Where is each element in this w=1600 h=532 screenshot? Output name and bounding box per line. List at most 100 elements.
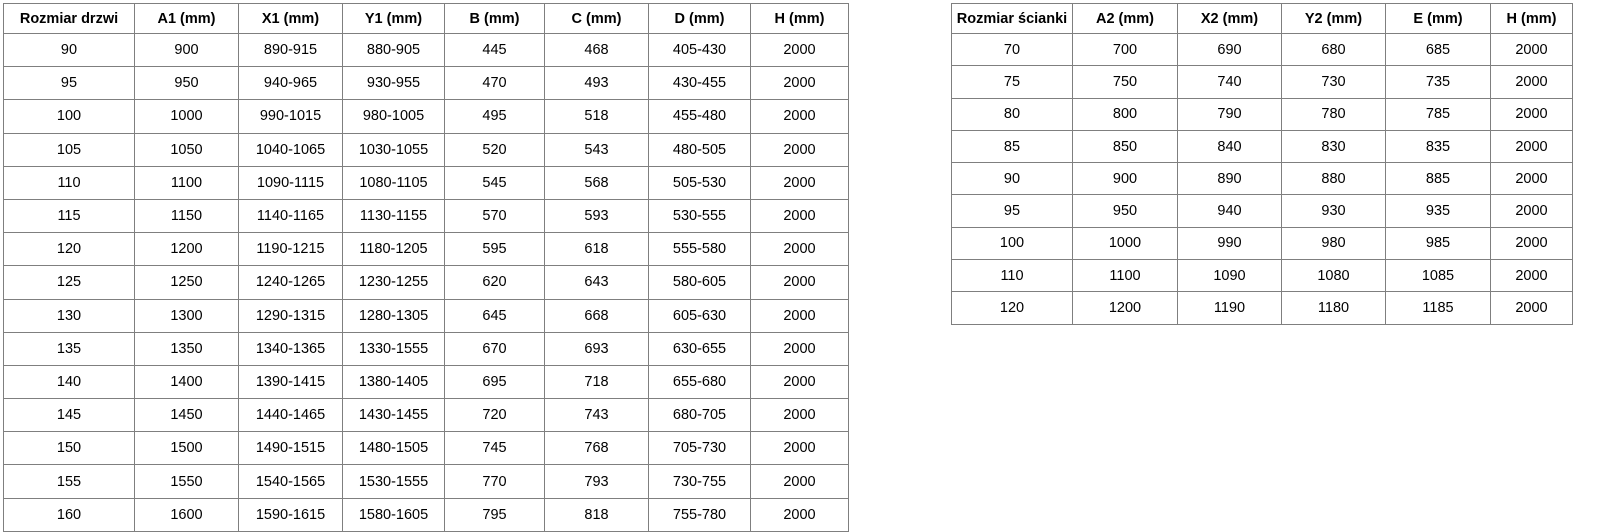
wall-table-cell: 1180 xyxy=(1281,291,1386,325)
door-table-cell: 568 xyxy=(544,165,649,200)
door-table-cell: 555-580 xyxy=(648,232,751,267)
wall-table-cell: 2000 xyxy=(1490,32,1573,67)
wall-table-column-header: E (mm) xyxy=(1385,3,1491,34)
door-table-cell: 1390-1415 xyxy=(238,364,343,400)
wall-table-cell: 2000 xyxy=(1490,162,1573,196)
door-table-cell: 693 xyxy=(544,331,649,366)
door-table-cell: 2000 xyxy=(750,431,849,466)
wall-table-row: 85 850 840 830 835 2000 xyxy=(951,129,1573,164)
wall-table-cell: 680 xyxy=(1281,32,1386,67)
door-table-row: 140 1400 1390-1415 1380-1405 695 718 655-680 20… xyxy=(3,364,849,400)
door-table-cell: 2000 xyxy=(750,331,849,366)
wall-table-cell: 2000 xyxy=(1490,291,1573,325)
door-table-cell: 430-455 xyxy=(648,66,751,101)
wall-table-cell: 835 xyxy=(1385,129,1491,164)
door-table-cell: 480-505 xyxy=(648,132,751,167)
door-table-cell: 795 xyxy=(444,497,545,532)
wall-table-cell: 850 xyxy=(1072,129,1178,164)
door-table-cell: 1480-1505 xyxy=(342,431,445,466)
wall-table-row: 95 950 940 930 935 2000 xyxy=(951,194,1573,228)
door-table-column-header: B (mm) xyxy=(444,3,545,34)
wall-table-cell: 885 xyxy=(1385,162,1491,196)
door-table-cell: 1500 xyxy=(134,431,239,466)
door-table-cell: 150 xyxy=(3,431,135,466)
door-table-cell: 2000 xyxy=(750,265,849,300)
door-size-table: Rozmiar drzwi A1 (mm) X1 (mm) Y1 (mm) B (mm)… xyxy=(3,3,849,532)
door-table-cell: 505-530 xyxy=(648,165,751,200)
door-table-row: 100 1000 990-1015 980-1005 495 518 455-480 2000 xyxy=(3,99,849,134)
door-table-cell: 495 xyxy=(444,99,545,134)
door-table-cell: 1350 xyxy=(134,331,239,366)
door-table-cell: 1380-1405 xyxy=(342,364,445,400)
door-table-cell: 2000 xyxy=(750,298,849,333)
door-table-cell: 445 xyxy=(444,32,545,68)
door-table-cell: 1180-1205 xyxy=(342,232,445,267)
wall-table-row: 90 900 890 880 885 2000 xyxy=(951,162,1573,196)
wall-table-cell: 790 xyxy=(1177,97,1282,131)
door-table-row: 150 1500 1490-1515 1480-1505 745 768 705-730 20… xyxy=(3,431,849,466)
door-table-cell: 1200 xyxy=(134,232,239,267)
wall-table-row: 110 1100 1090 1080 1085 2000 xyxy=(951,259,1573,293)
door-table-cell: 880-905 xyxy=(342,32,445,68)
door-table-cell: 745 xyxy=(444,431,545,466)
door-table-cell: 1080-1105 xyxy=(342,165,445,200)
wall-table-cell: 735 xyxy=(1385,65,1491,99)
wall-table-column-header: X2 (mm) xyxy=(1177,3,1282,34)
wall-table-cell: 950 xyxy=(1072,194,1178,228)
door-table-row: 155 1550 1540-1565 1530-1555 770 793 730-755 20… xyxy=(3,464,849,499)
wall-table-cell: 1090 xyxy=(1177,259,1282,293)
wall-table-cell: 785 xyxy=(1385,97,1491,131)
wall-table-cell: 930 xyxy=(1281,194,1386,228)
door-table-cell: 618 xyxy=(544,232,649,267)
door-table-cell: 543 xyxy=(544,132,649,167)
door-table-cell: 990-1015 xyxy=(238,99,343,134)
wall-table-row: 100 1000 990 980 985 2000 xyxy=(951,226,1573,261)
door-table-cell: 1290-1315 xyxy=(238,298,343,333)
wall-table-cell: 880 xyxy=(1281,162,1386,196)
wall-table-cell: 2000 xyxy=(1490,226,1573,261)
door-table-cell: 1300 xyxy=(134,298,239,333)
door-table-row: 135 1350 1340-1365 1330-1555 670 693 630-655 20… xyxy=(3,331,849,366)
door-table-cell: 570 xyxy=(444,198,545,234)
wall-table-cell: 2000 xyxy=(1490,259,1573,293)
door-table-cell: 100 xyxy=(3,99,135,134)
wall-table-cell: 2000 xyxy=(1490,65,1573,99)
door-table-cell: 718 xyxy=(544,364,649,400)
wall-table-row: 80 800 790 780 785 2000 xyxy=(951,97,1573,131)
door-table-cell: 2000 xyxy=(750,132,849,167)
door-table-cell: 645 xyxy=(444,298,545,333)
door-table-cell: 818 xyxy=(544,497,649,532)
door-table-cell: 1580-1605 xyxy=(342,497,445,532)
door-table-cell: 793 xyxy=(544,464,649,499)
door-table-cell: 643 xyxy=(544,265,649,300)
wall-table-cell: 90 xyxy=(951,162,1073,196)
door-table-cell: 630-655 xyxy=(648,331,751,366)
wall-table-cell: 80 xyxy=(951,97,1073,131)
wall-table-cell: 100 xyxy=(951,226,1073,261)
door-table-column-header: Rozmiar drzwi xyxy=(3,3,135,34)
wall-table-cell: 1200 xyxy=(1072,291,1178,325)
door-table-cell: 2000 xyxy=(750,99,849,134)
door-table-cell: 980-1005 xyxy=(342,99,445,134)
door-table-cell: 455-480 xyxy=(648,99,751,134)
wall-table-cell: 2000 xyxy=(1490,97,1573,131)
wall-table-cell: 840 xyxy=(1177,129,1282,164)
wall-table-cell: 985 xyxy=(1385,226,1491,261)
door-table-cell: 1530-1555 xyxy=(342,464,445,499)
door-table-cell: 2000 xyxy=(750,398,849,433)
wall-table-cell: 1190 xyxy=(1177,291,1282,325)
door-table-cell: 593 xyxy=(544,198,649,234)
door-table-cell: 1280-1305 xyxy=(342,298,445,333)
door-table-cell: 1430-1455 xyxy=(342,398,445,433)
door-table-column-header: H (mm) xyxy=(750,3,849,34)
door-table-cell: 1340-1365 xyxy=(238,331,343,366)
door-table-row: 125 1250 1240-1265 1230-1255 620 643 580-605 20… xyxy=(3,265,849,300)
door-table-cell: 1330-1555 xyxy=(342,331,445,366)
door-table-cell: 2000 xyxy=(750,198,849,234)
door-table-cell: 2000 xyxy=(750,497,849,532)
door-table-column-header: A1 (mm) xyxy=(134,3,239,34)
door-table-cell: 1090-1115 xyxy=(238,165,343,200)
door-table-cell: 2000 xyxy=(750,32,849,68)
wall-table-cell: 750 xyxy=(1072,65,1178,99)
door-table-cell: 720 xyxy=(444,398,545,433)
